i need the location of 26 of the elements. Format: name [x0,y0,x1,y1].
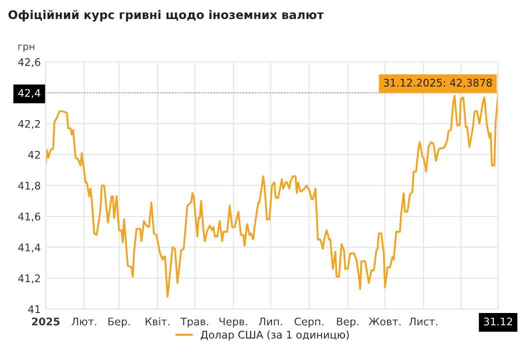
y-tick-label: 42,2 [18,120,40,129]
x-tick-label: Квіт. [146,317,170,326]
x-tick-label: Лип. [258,318,282,326]
y-tick-label: 41,6 [18,212,40,222]
x-tick-label: Черв. [220,318,248,328]
legend-label: Долар США (за 1 одиницю) [200,330,349,341]
y-tick-label: 42,6 [18,58,40,68]
x-tick-label: 31.12 [484,318,512,326]
x-tick-label: Лют. [72,318,96,326]
chart-title: Офіційний курс гривні щодо іноземних валют [8,10,324,22]
y-tick-label: 42 [28,150,40,159]
y-tick-label: 42,4 [18,89,40,98]
x-tick-label: Трав. [180,318,208,328]
x-tick-label: Бер. [108,318,130,328]
y-tick-label: 41 [28,305,40,314]
x-tick-label: Лист. [409,318,438,326]
x-tick-label: Жовт. [368,318,400,326]
x-tick-label: Вер. [337,318,358,328]
x-tick-label: 2025 [32,318,60,326]
y-tick-label: 41,4 [18,244,40,252]
annotation: 31.12.2025: 42,3878 [384,78,492,88]
y-axis-title: грн [18,44,34,52]
x-tick-label: Серп. [294,318,324,328]
y-tick-label: 41,2 [18,274,40,284]
y-tick-label: 41,8 [18,182,40,191]
line-series [46,94,498,298]
